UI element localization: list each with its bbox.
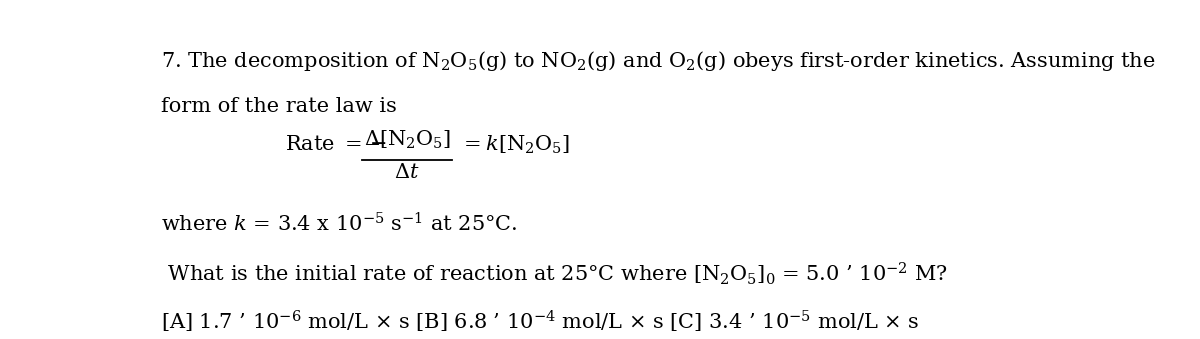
Text: Rate $= -$: Rate $= -$ [284,135,388,154]
Text: What is the initial rate of reaction at 25°C where [N$_2$O$_5$]$_0$ = 5.0 ’ 10$^: What is the initial rate of reaction at … [161,261,948,287]
Text: 7. The decomposition of N$_2$O$_5$(g) to NO$_2$(g) and O$_2$(g) obeys first-orde: 7. The decomposition of N$_2$O$_5$(g) to… [161,48,1156,73]
Text: where $k$ = 3.4 x 10$^{-5}$ s$^{-1}$ at 25°C.: where $k$ = 3.4 x 10$^{-5}$ s$^{-1}$ at … [161,213,517,236]
Text: $\Delta t$: $\Delta t$ [395,163,420,182]
Text: [A] 1.7 ’ 10$^{-6}$ mol/L × s [B] 6.8 ’ 10$^{-4}$ mol/L × s [C] 3.4 ’ 10$^{-5}$ : [A] 1.7 ’ 10$^{-6}$ mol/L × s [B] 6.8 ’ … [161,309,919,336]
Text: $= k$[N$_2$O$_5$]: $= k$[N$_2$O$_5$] [460,133,570,156]
Text: form of the rate law is: form of the rate law is [161,97,397,116]
Text: $\Delta$[N$_2$O$_5$]: $\Delta$[N$_2$O$_5$] [364,129,451,151]
